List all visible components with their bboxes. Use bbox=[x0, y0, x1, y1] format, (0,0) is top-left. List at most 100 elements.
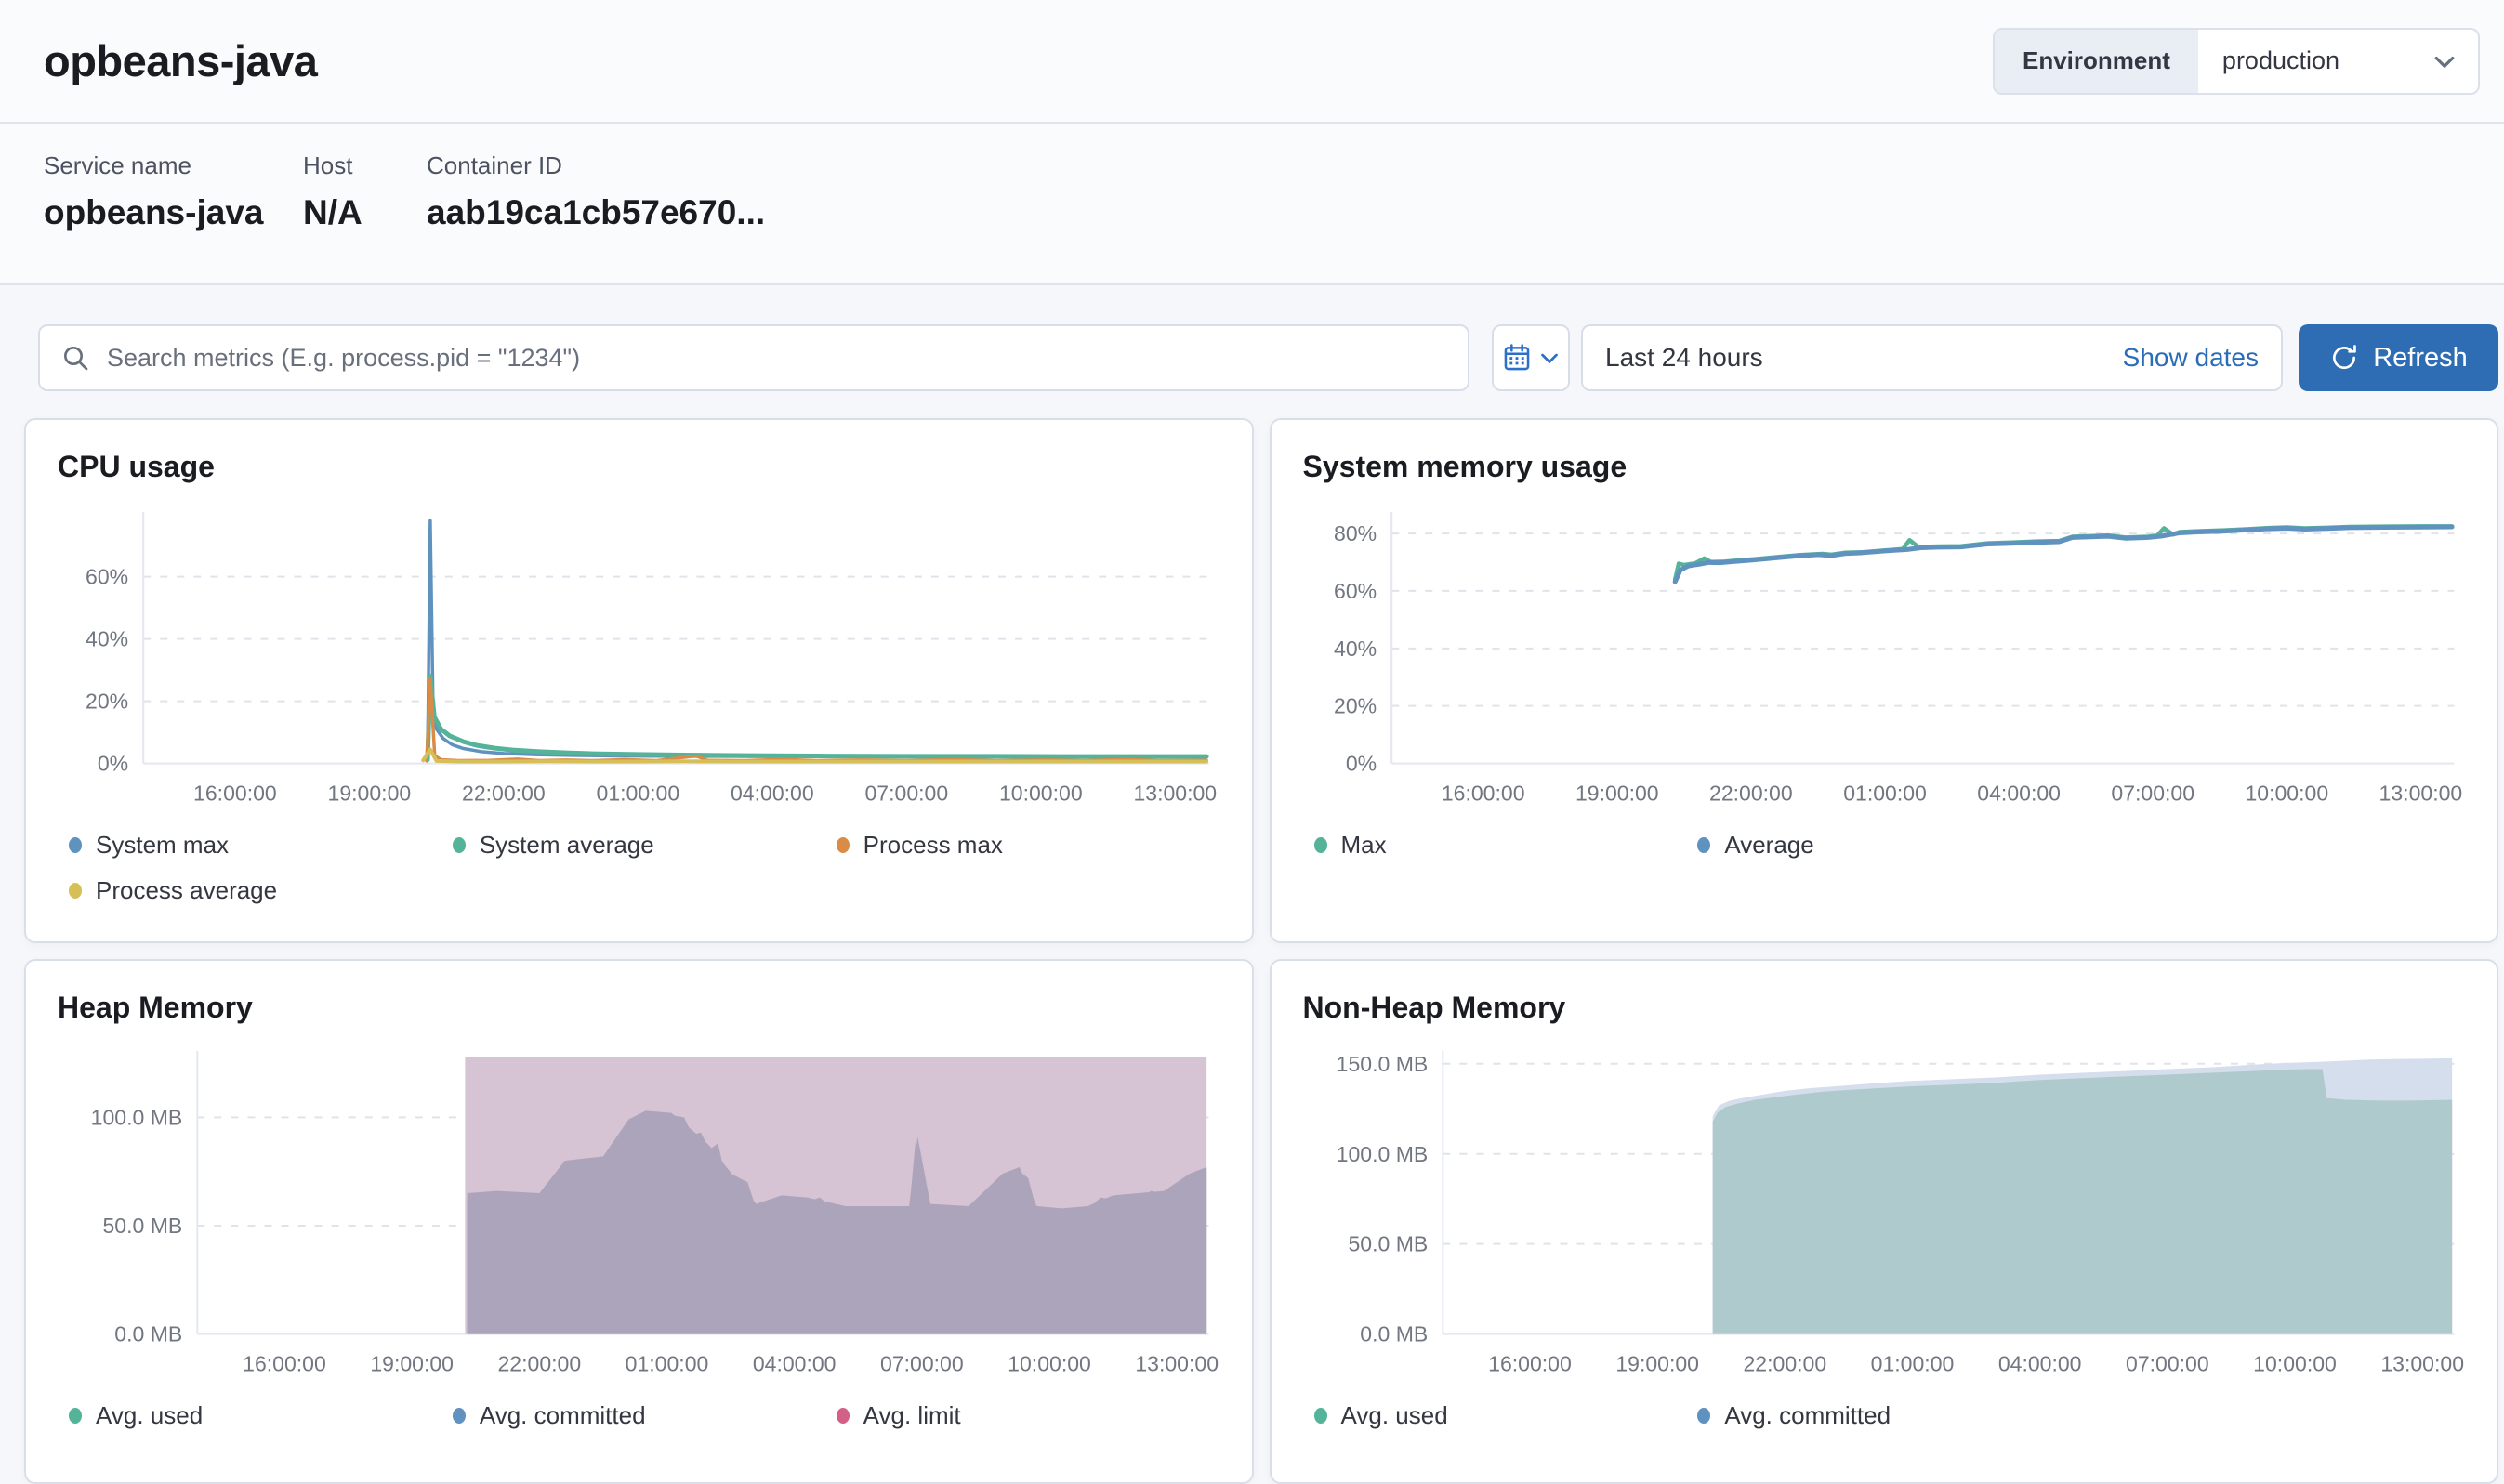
refresh-button[interactable]: Refresh bbox=[2299, 324, 2498, 391]
legend-item[interactable]: Process max bbox=[836, 830, 1220, 860]
system-memory-usage-panel: System memory usage 0% 20% 40% 60% 80% 16:00:… bbox=[1269, 418, 2498, 943]
svg-text:10:00:00: 10:00:00 bbox=[2245, 781, 2328, 806]
cpu-usage-panel: CPU usage 0% 20% 40% 60% 16:00:00 19:00:00 22:… bbox=[24, 418, 1254, 943]
cpu-usage-legend: System max System average Process max Proce… bbox=[58, 831, 1220, 905]
svg-text:07:00:00: 07:00:00 bbox=[864, 781, 948, 806]
legend-item[interactable]: Max bbox=[1313, 830, 1698, 860]
svg-text:19:00:00: 19:00:00 bbox=[328, 781, 412, 806]
chart-title: Non-Heap Memory bbox=[1302, 991, 1566, 1024]
svg-text:16:00:00: 16:00:00 bbox=[243, 1352, 326, 1376]
charts-grid: CPU usage 0% 20% 40% 60% 16:00:00 19:00:00 22:… bbox=[24, 418, 2498, 1484]
container-id-field: Container ID aab19ca1cb57e670... bbox=[427, 151, 765, 283]
legend-label: Process max bbox=[863, 830, 1003, 859]
time-range-value: Last 24 hours bbox=[1605, 343, 1763, 372]
svg-text:04:00:00: 04:00:00 bbox=[1997, 1352, 2081, 1376]
svg-text:04:00:00: 04:00:00 bbox=[753, 1352, 837, 1376]
legend-dot bbox=[1313, 1407, 1327, 1424]
svg-text:10:00:00: 10:00:00 bbox=[2253, 1352, 2337, 1376]
search-box bbox=[38, 324, 1469, 391]
system-memory-usage-legend: Max Average bbox=[1303, 831, 2466, 860]
legend-item[interactable]: Average bbox=[1697, 831, 2081, 860]
service-name-value: opbeans-java bbox=[44, 193, 264, 231]
legend-label: Avg. committed bbox=[479, 1400, 646, 1429]
legend-dot bbox=[1697, 1407, 1711, 1424]
legend-item[interactable]: Avg. committed bbox=[1697, 1401, 2081, 1430]
legend-label: Max bbox=[1340, 830, 1387, 859]
svg-text:16:00:00: 16:00:00 bbox=[1441, 781, 1524, 806]
non-heap-memory-panel: Non-Heap Memory 0.0 MB 50.0 MB 100.0 MB 150… bbox=[1269, 959, 2498, 1484]
heap-memory-svg: 0.0 MB 50.0 MB 100.0 MB 16:00:00 19:00:00 22:… bbox=[91, 1051, 1219, 1376]
legend-dot bbox=[836, 836, 850, 853]
cpu-usage-chart: 0% 20% 40% 60% 16:00:00 19:00:00 22:00:00 01:00… bbox=[58, 501, 1220, 808]
heap-memory-chart: 0.0 MB 50.0 MB 100.0 MB 16:00:00 19:00:00 22:… bbox=[58, 1042, 1220, 1379]
legend-item[interactable]: System max bbox=[69, 831, 453, 860]
host-value: N/A bbox=[303, 193, 362, 231]
environment-select[interactable]: Environment production bbox=[1993, 27, 2480, 95]
refresh-label: Refresh bbox=[2373, 342, 2468, 373]
svg-text:20%: 20% bbox=[1334, 694, 1377, 718]
heap-memory-panel: Heap Memory 0.0 MB 50.0 MB 100.0 MB 16:00:0… bbox=[24, 959, 1254, 1484]
legend-item[interactable]: Process average bbox=[69, 876, 453, 905]
svg-text:60%: 60% bbox=[86, 565, 128, 589]
legend-item[interactable]: Avg. committed bbox=[452, 1400, 837, 1430]
legend-label: Avg. committed bbox=[1724, 1400, 1891, 1429]
service-info-bar: Service name opbeans-java Host N/A Conta… bbox=[0, 124, 2504, 285]
host-field: Host N/A bbox=[303, 151, 427, 283]
system-memory-usage-svg: 0% 20% 40% 60% 80% 16:00:00 19:00:00 22:00:00 01… bbox=[1334, 512, 2462, 806]
svg-text:01:00:00: 01:00:00 bbox=[597, 781, 680, 806]
refresh-icon bbox=[2329, 343, 2359, 373]
svg-text:04:00:00: 04:00:00 bbox=[731, 781, 814, 806]
calendar-icon bbox=[1501, 342, 1533, 374]
non-heap-memory-legend: Avg. used Avg. committed bbox=[1303, 1401, 2466, 1430]
svg-text:0.0 MB: 0.0 MB bbox=[1360, 1322, 1428, 1346]
svg-text:01:00:00: 01:00:00 bbox=[1843, 781, 1927, 806]
svg-text:0%: 0% bbox=[98, 752, 128, 776]
time-range-field[interactable]: Last 24 hours Show dates bbox=[1581, 324, 2283, 391]
svg-text:22:00:00: 22:00:00 bbox=[1743, 1352, 1826, 1376]
svg-text:100.0 MB: 100.0 MB bbox=[91, 1105, 183, 1129]
svg-text:40%: 40% bbox=[1334, 637, 1377, 661]
environment-select-value[interactable]: production bbox=[2198, 30, 2478, 93]
legend-dot bbox=[452, 1407, 466, 1424]
chart-title: Heap Memory bbox=[58, 991, 253, 1024]
show-dates-link[interactable]: Show dates bbox=[2122, 343, 2259, 372]
legend-dot bbox=[452, 836, 466, 853]
search-icon bbox=[60, 343, 90, 373]
legend-label: System max bbox=[96, 830, 230, 859]
chevron-down-icon bbox=[2432, 48, 2458, 74]
svg-text:04:00:00: 04:00:00 bbox=[1977, 781, 2061, 806]
svg-text:01:00:00: 01:00:00 bbox=[626, 1352, 709, 1376]
legend-dot bbox=[1313, 836, 1327, 853]
svg-text:01:00:00: 01:00:00 bbox=[1870, 1352, 1954, 1376]
legend-item[interactable]: Avg. used bbox=[69, 1401, 453, 1430]
svg-text:13:00:00: 13:00:00 bbox=[1135, 1352, 1219, 1376]
svg-text:80%: 80% bbox=[1334, 521, 1377, 545]
svg-text:60%: 60% bbox=[1334, 579, 1377, 603]
legend-label: System average bbox=[479, 830, 654, 859]
legend-dot bbox=[69, 836, 82, 853]
chart-title: System memory usage bbox=[1302, 450, 1628, 483]
svg-text:13:00:00: 13:00:00 bbox=[1133, 781, 1217, 806]
legend-item[interactable]: Avg. limit bbox=[836, 1401, 1220, 1430]
svg-text:07:00:00: 07:00:00 bbox=[2111, 781, 2194, 806]
svg-text:22:00:00: 22:00:00 bbox=[462, 781, 546, 806]
svg-text:07:00:00: 07:00:00 bbox=[2126, 1352, 2209, 1376]
legend-item[interactable]: System average bbox=[452, 830, 837, 860]
svg-text:20%: 20% bbox=[86, 689, 128, 714]
chart-title: CPU usage bbox=[58, 450, 215, 483]
svg-text:13:00:00: 13:00:00 bbox=[2379, 781, 2462, 806]
svg-text:19:00:00: 19:00:00 bbox=[370, 1352, 454, 1376]
heap-memory-legend: Avg. used Avg. committed Avg. limit bbox=[58, 1401, 1220, 1430]
page-header: opbeans-java Environment production bbox=[0, 0, 2504, 124]
date-quick-select-button[interactable] bbox=[1492, 324, 1570, 391]
search-input[interactable] bbox=[105, 342, 1447, 374]
legend-label: Average bbox=[1724, 830, 1814, 859]
page-title: opbeans-java bbox=[44, 36, 318, 85]
metrics-toolbar: Last 24 hours Show dates Refresh bbox=[38, 324, 2498, 391]
svg-text:22:00:00: 22:00:00 bbox=[1709, 781, 1793, 806]
svg-text:19:00:00: 19:00:00 bbox=[1615, 1352, 1699, 1376]
legend-item[interactable]: Avg. used bbox=[1313, 1401, 1698, 1430]
svg-text:0.0 MB: 0.0 MB bbox=[114, 1322, 182, 1346]
cpu-usage-svg: 0% 20% 40% 60% 16:00:00 19:00:00 22:00:00 01:00… bbox=[86, 512, 1217, 806]
svg-text:10:00:00: 10:00:00 bbox=[999, 781, 1083, 806]
